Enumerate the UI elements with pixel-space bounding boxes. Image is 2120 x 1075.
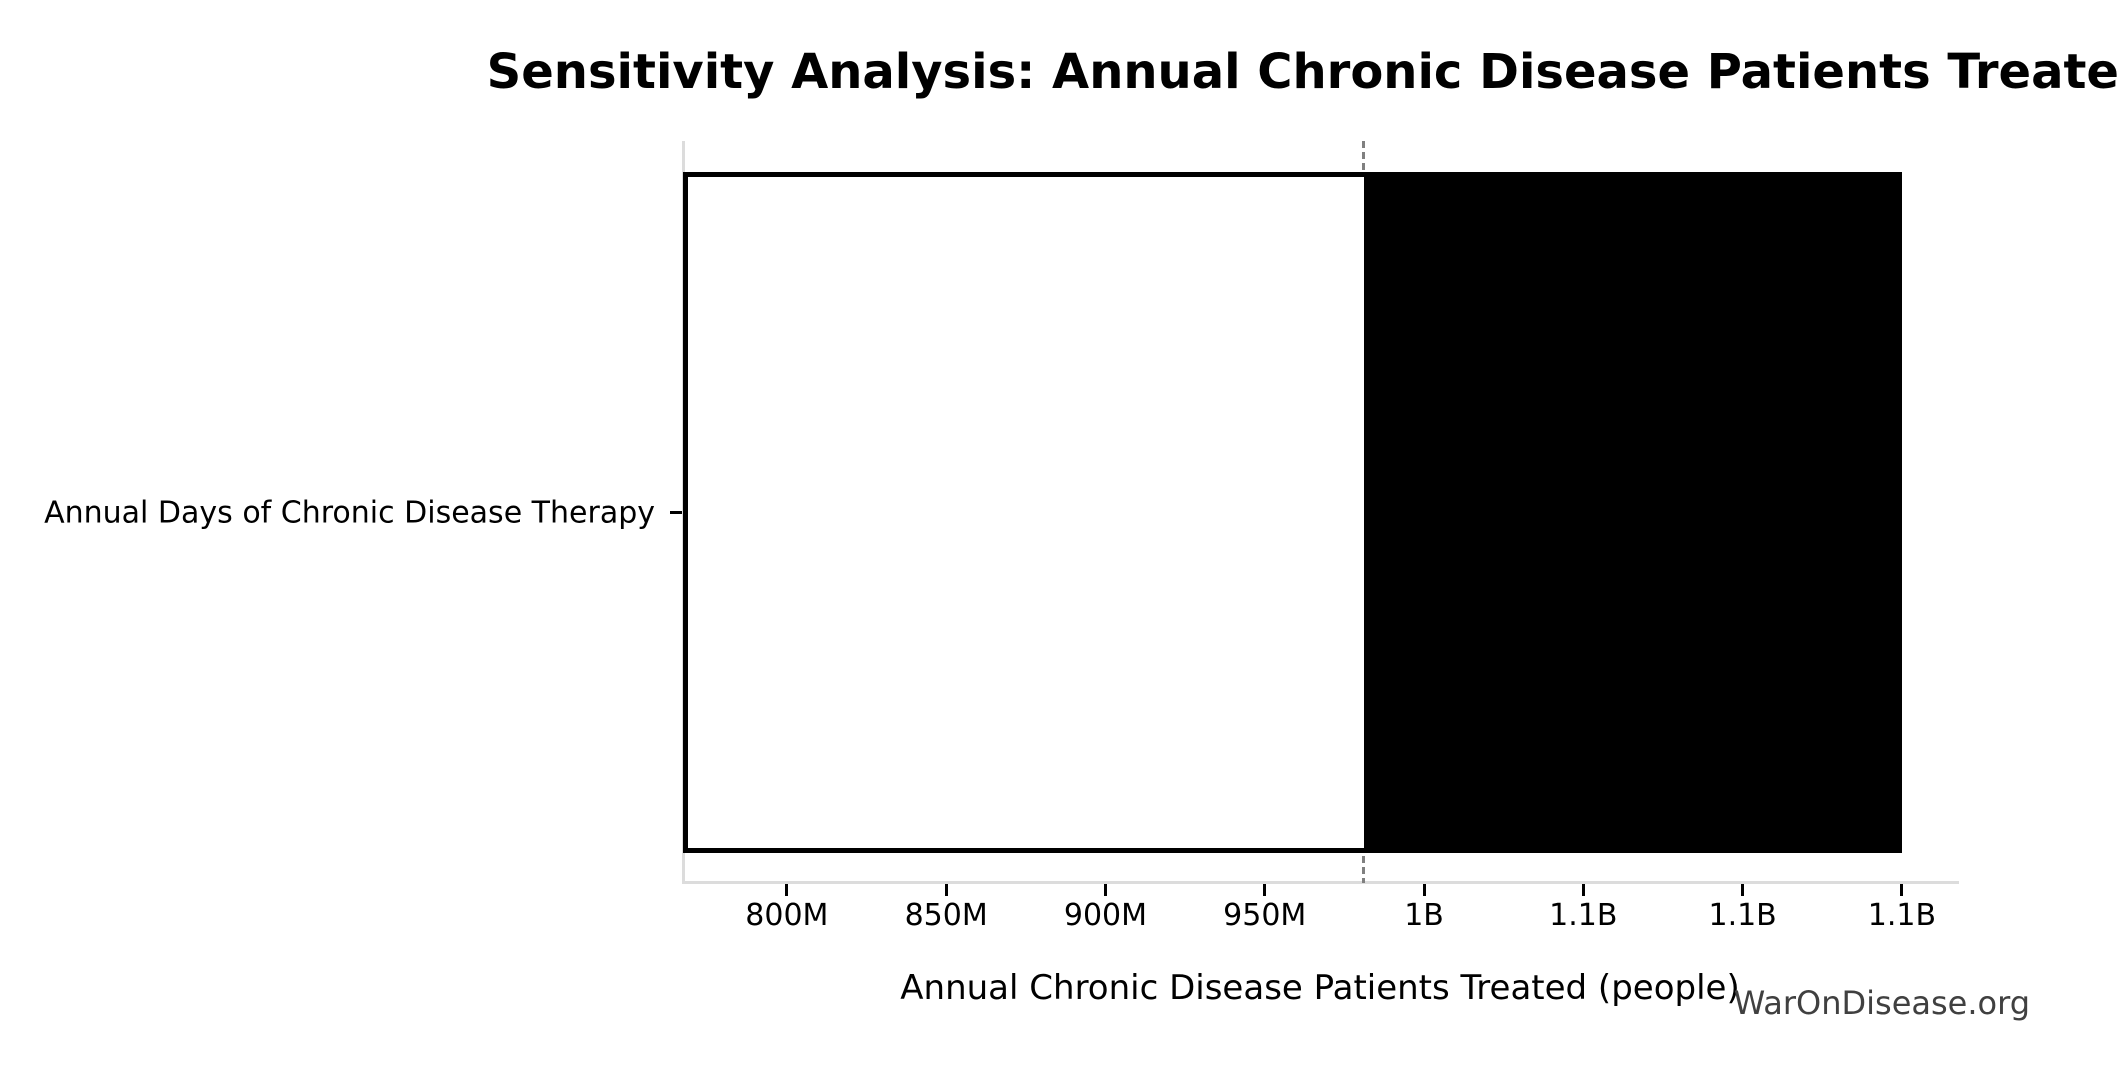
- sensitivity-bar-high-segment: [1363, 172, 1902, 853]
- x-axis-spine: [682, 881, 1959, 884]
- x-tick-label: 850M: [904, 898, 988, 933]
- x-tick-label: 1.1B: [1867, 898, 1937, 933]
- x-tick-mark: [785, 884, 789, 896]
- x-tick-mark: [1103, 884, 1107, 896]
- y-axis-category-label: Annual Days of Chronic Disease Therapy: [44, 495, 655, 531]
- x-tick-mark: [944, 884, 948, 896]
- x-tick-label: 900M: [1063, 898, 1148, 933]
- x-tick-mark: [1581, 884, 1585, 896]
- x-tick-mark: [1900, 884, 1904, 896]
- watermark: WarOnDisease.org: [1733, 984, 2030, 1022]
- x-tick-label: 1.1B: [1708, 898, 1777, 933]
- y-tick-mark: [670, 511, 682, 514]
- x-tick-label: 950M: [1223, 898, 1307, 933]
- x-tick-mark: [1422, 884, 1426, 896]
- x-axis-label: Annual Chronic Disease Patients Treated …: [900, 968, 1740, 1008]
- x-tick-mark: [1263, 884, 1267, 896]
- chart-title: Sensitivity Analysis: Annual Chronic Dis…: [486, 44, 2120, 100]
- x-tick-label: 800M: [745, 898, 829, 933]
- x-tick-mark: [1741, 884, 1745, 896]
- x-tick-label: 1.1B: [1549, 898, 1618, 933]
- x-tick-label: 1B: [1404, 898, 1444, 933]
